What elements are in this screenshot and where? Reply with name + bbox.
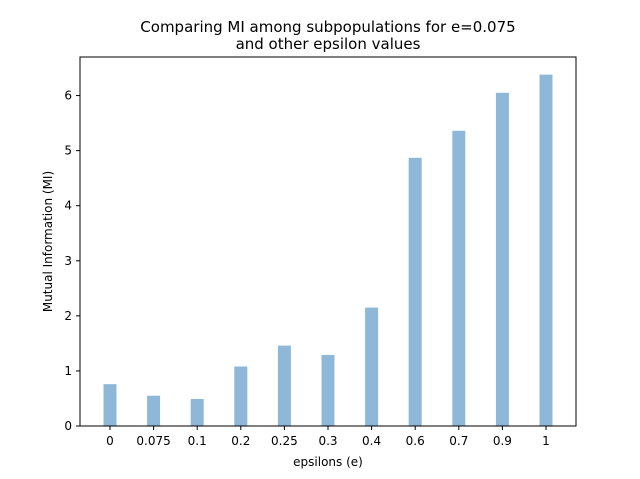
x-tick-label: 0.7	[449, 434, 468, 448]
x-tick-label: 0.25	[271, 434, 298, 448]
bar-1	[539, 74, 553, 427]
x-tick-label: 0.9	[493, 434, 512, 448]
bar-0.4	[365, 307, 379, 426]
y-tick-label: 6	[64, 89, 72, 103]
chart-title-line-2: and other epsilon values	[236, 35, 421, 53]
bar-0.25	[277, 345, 291, 426]
y-tick-label: 2	[64, 309, 72, 323]
y-tick-label: 1	[64, 364, 72, 378]
bars-group	[103, 74, 553, 427]
bar-0.3	[321, 354, 335, 426]
bar-0	[103, 384, 117, 426]
bar-0.2	[234, 366, 248, 426]
bar-0.1	[190, 399, 204, 426]
x-tick-label: 0.4	[362, 434, 381, 448]
y-tick-label: 5	[64, 144, 72, 158]
x-axis-ticks: 0 0.075 0.1 0.2 0.25 0.3 0.4 0.6 0.7 0.9 1	[106, 426, 550, 448]
bar-0.6	[408, 157, 422, 427]
chart-title-line-1: Comparing MI among subpopulations for e=…	[140, 18, 515, 36]
bar-0.075	[147, 395, 161, 426]
y-axis-ticks: 0 1 2 3 4 5 6	[64, 89, 80, 433]
x-axis-label: epsilons (e)	[293, 455, 363, 469]
y-tick-label: 4	[64, 199, 72, 213]
y-axis-label: Mutual Information (MI)	[41, 171, 55, 312]
bar-0.9	[495, 92, 509, 427]
x-tick-label: 0.6	[406, 434, 425, 448]
plot-frame	[79, 56, 577, 427]
y-tick-label: 3	[64, 254, 72, 268]
x-tick-label: 0.075	[136, 434, 170, 448]
y-tick-label: 0	[64, 419, 72, 433]
x-tick-label: 0.2	[231, 434, 250, 448]
x-tick-label: 0.1	[188, 434, 207, 448]
x-tick-label: 1	[542, 434, 550, 448]
x-tick-label: 0	[106, 434, 114, 448]
x-tick-label: 0.3	[318, 434, 337, 448]
bar-0.7	[452, 130, 466, 427]
